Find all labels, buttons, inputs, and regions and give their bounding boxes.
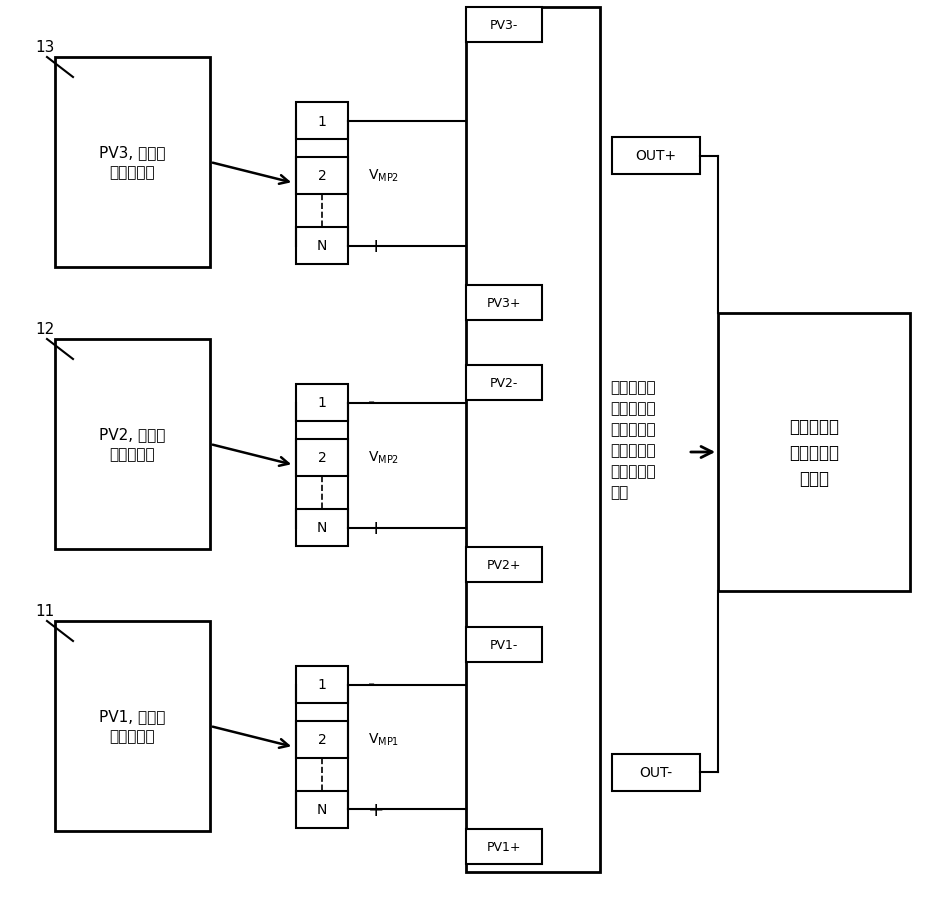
Text: 11: 11	[35, 603, 54, 619]
Text: -: -	[368, 675, 375, 694]
Bar	[296, 791, 348, 828]
Bar	[466, 8, 542, 43]
Text: -: -	[368, 393, 375, 412]
Text: PV2-: PV2-	[490, 376, 518, 390]
Text: N: N	[316, 521, 327, 535]
Bar	[55, 621, 210, 831]
Text: N: N	[316, 803, 327, 816]
Bar	[466, 365, 542, 400]
Text: PV2+: PV2+	[486, 558, 522, 571]
Text: PV1, 接太阳
能电池子串: PV1, 接太阳 能电池子串	[100, 709, 165, 743]
Text: OUT-: OUT-	[639, 766, 673, 779]
Bar	[466, 627, 542, 662]
Text: 1: 1	[317, 396, 327, 410]
Text: PV2, 接太阳
能电池子串: PV2, 接太阳 能电池子串	[100, 428, 165, 462]
Text: 通过线缆连
接器输出电
流电压: 通过线缆连 接器输出电 流电压	[789, 417, 839, 488]
Bar	[466, 8, 600, 872]
Bar	[296, 103, 348, 140]
Text: 1: 1	[317, 115, 327, 128]
Bar	[612, 754, 700, 791]
Text: V$_{\mathregular{MP2}}$: V$_{\mathregular{MP2}}$	[368, 168, 399, 184]
Text: +: +	[368, 519, 385, 538]
Text: 经过内部芯
片调整电压
和电流，在
任何状态都
能获得最大
功率: 经过内部芯 片调整电压 和电流，在 任何状态都 能获得最大 功率	[610, 380, 655, 500]
Text: 1: 1	[317, 677, 327, 692]
Bar	[296, 510, 348, 547]
Text: PV3, 接太阳
能电池子串: PV3, 接太阳 能电池子串	[99, 145, 165, 180]
Text: PV1-: PV1-	[490, 639, 518, 651]
Bar	[296, 667, 348, 704]
Bar	[296, 439, 348, 476]
Bar	[466, 829, 542, 864]
Text: 13: 13	[35, 41, 54, 55]
Text: +: +	[368, 801, 385, 820]
Text: 12: 12	[35, 322, 54, 337]
Bar	[612, 138, 700, 175]
Text: PV1+: PV1+	[486, 840, 522, 853]
Bar	[296, 158, 348, 195]
Text: 2: 2	[317, 732, 327, 747]
Text: N: N	[316, 239, 327, 253]
Text: -: -	[368, 111, 375, 131]
Text: 2: 2	[317, 451, 327, 465]
Text: 2: 2	[317, 170, 327, 183]
Bar	[718, 314, 910, 592]
Bar	[466, 286, 542, 320]
Text: V$_{\mathregular{MP1}}$: V$_{\mathregular{MP1}}$	[368, 731, 399, 748]
Bar	[55, 340, 210, 549]
Bar	[296, 227, 348, 264]
Text: OUT+: OUT+	[636, 150, 676, 163]
Bar	[296, 722, 348, 759]
Bar	[466, 548, 542, 583]
Text: +: +	[368, 237, 385, 256]
Bar	[55, 58, 210, 268]
Bar	[296, 384, 348, 421]
Text: PV3-: PV3-	[490, 19, 518, 32]
Text: V$_{\mathregular{MP2}}$: V$_{\mathregular{MP2}}$	[368, 449, 399, 465]
Text: PV3+: PV3+	[486, 297, 522, 309]
